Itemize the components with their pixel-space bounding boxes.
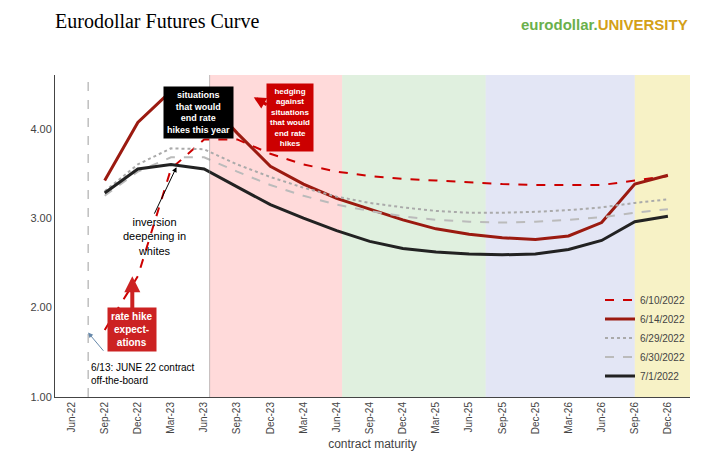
svg-text:Sep-22: Sep-22 bbox=[99, 402, 110, 435]
svg-text:Jun-26: Jun-26 bbox=[596, 402, 607, 433]
svg-text:Mar-24: Mar-24 bbox=[298, 402, 309, 434]
svg-text:6/10/2022: 6/10/2022 bbox=[640, 295, 685, 306]
svg-text:Dec-25: Dec-25 bbox=[530, 402, 541, 435]
svg-text:Jun-22: Jun-22 bbox=[66, 402, 77, 433]
svg-text:Mar-25: Mar-25 bbox=[430, 402, 441, 434]
svg-text:4.00: 4.00 bbox=[30, 123, 51, 135]
svg-text:6/30/2022: 6/30/2022 bbox=[640, 352, 685, 363]
svg-text:Eurodollar Futures Curve: Eurodollar Futures Curve bbox=[55, 10, 260, 32]
svg-text:Sep-23: Sep-23 bbox=[231, 402, 242, 435]
svg-text:contract maturity: contract maturity bbox=[328, 437, 417, 451]
svg-text:rate hikeexpect-ations: rate hikeexpect-ations bbox=[111, 311, 153, 348]
svg-text:Mar-23: Mar-23 bbox=[165, 402, 176, 434]
svg-text:Sep-25: Sep-25 bbox=[497, 402, 508, 435]
svg-text:3.00: 3.00 bbox=[30, 212, 51, 224]
svg-text:Dec-22: Dec-22 bbox=[132, 402, 143, 435]
svg-text:Jun-25: Jun-25 bbox=[463, 402, 474, 433]
svg-text:Mar-26: Mar-26 bbox=[563, 402, 574, 434]
svg-text:Dec-24: Dec-24 bbox=[397, 402, 408, 435]
svg-text:eurodollar.UNIVERSITY: eurodollar.UNIVERSITY bbox=[521, 16, 688, 33]
svg-text:1.00: 1.00 bbox=[30, 391, 51, 403]
svg-text:2.00: 2.00 bbox=[30, 301, 51, 313]
svg-text:Dec-26: Dec-26 bbox=[662, 402, 673, 435]
svg-text:hedgingagainstsituationsthat w: hedgingagainstsituationsthat wouldend ra… bbox=[270, 87, 310, 148]
svg-text:inversiondeepening inwhites: inversiondeepening inwhites bbox=[123, 216, 186, 257]
svg-text:Sep-24: Sep-24 bbox=[364, 402, 375, 435]
svg-text:situationsthat wouldend ratehi: situationsthat wouldend ratehikes this y… bbox=[167, 90, 230, 135]
svg-text:6/13: JUNE 22 contractoff-the-: 6/13: JUNE 22 contractoff-the-board bbox=[91, 362, 195, 386]
svg-text:6/14/2022: 6/14/2022 bbox=[640, 314, 685, 325]
svg-text:Dec-23: Dec-23 bbox=[265, 402, 276, 435]
svg-text:Jun-23: Jun-23 bbox=[198, 402, 209, 433]
svg-text:7/1/2022: 7/1/2022 bbox=[640, 371, 679, 382]
svg-text:Jun-24: Jun-24 bbox=[331, 402, 342, 433]
svg-text:Sep-26: Sep-26 bbox=[629, 402, 640, 435]
svg-text:6/29/2022: 6/29/2022 bbox=[640, 333, 685, 344]
